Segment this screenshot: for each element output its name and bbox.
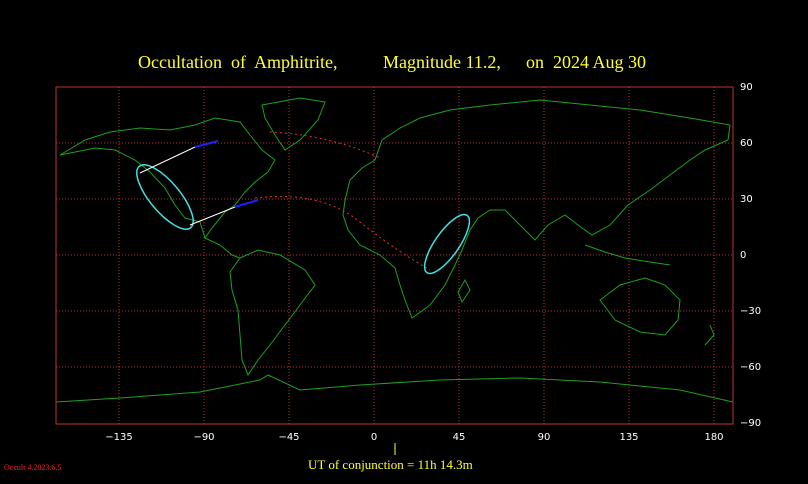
lat-label: −60	[740, 362, 761, 373]
central-america	[204, 237, 241, 259]
lat-label: 60	[740, 138, 753, 149]
path-line-south-day	[234, 199, 259, 208]
new-zealand	[704, 324, 715, 346]
map-frame	[55, 86, 734, 425]
lon-label: −45	[278, 432, 299, 443]
lon-label: −135	[105, 432, 132, 443]
visibility-ellipse-west	[136, 164, 194, 230]
indonesia	[584, 244, 671, 266]
south-america	[229, 249, 316, 377]
lat-label: −90	[740, 418, 761, 429]
occultation-path	[136, 131, 471, 275]
path-line-south	[189, 206, 236, 226]
conjunction-time: UT of conjunction = 11h 14.3m	[308, 457, 473, 472]
version: Occult 4.2023.6.5	[4, 463, 61, 472]
lon-label: 135	[619, 432, 638, 443]
lon-label: 0	[371, 432, 377, 443]
lat-label: 90	[740, 82, 753, 93]
title-object: Occultation of Amphitrite,	[138, 52, 337, 72]
visibility-ellipse-east	[423, 213, 471, 275]
continents	[55, 97, 734, 403]
lat-label: 0	[740, 250, 746, 261]
antarctica	[55, 374, 734, 403]
path-line-north-day	[194, 140, 219, 148]
path-limit-south	[254, 195, 431, 271]
greenland	[261, 97, 326, 151]
lon-label: 180	[704, 432, 723, 443]
madagascar	[457, 278, 471, 304]
title-date: on 2024 Aug 30	[526, 52, 646, 72]
north-america	[59, 117, 276, 240]
lon-label: −90	[193, 432, 214, 443]
path-limit-north	[269, 131, 381, 159]
path-line-north	[139, 146, 196, 174]
lat-label: 30	[740, 194, 753, 205]
lon-label: 45	[453, 432, 466, 443]
eurasia-africa	[342, 99, 731, 319]
grid	[56, 87, 733, 424]
title-magnitude: Magnitude 11.2,	[383, 52, 501, 72]
lat-label: −30	[740, 306, 761, 317]
australia	[599, 277, 681, 336]
lon-label: 90	[538, 432, 551, 443]
